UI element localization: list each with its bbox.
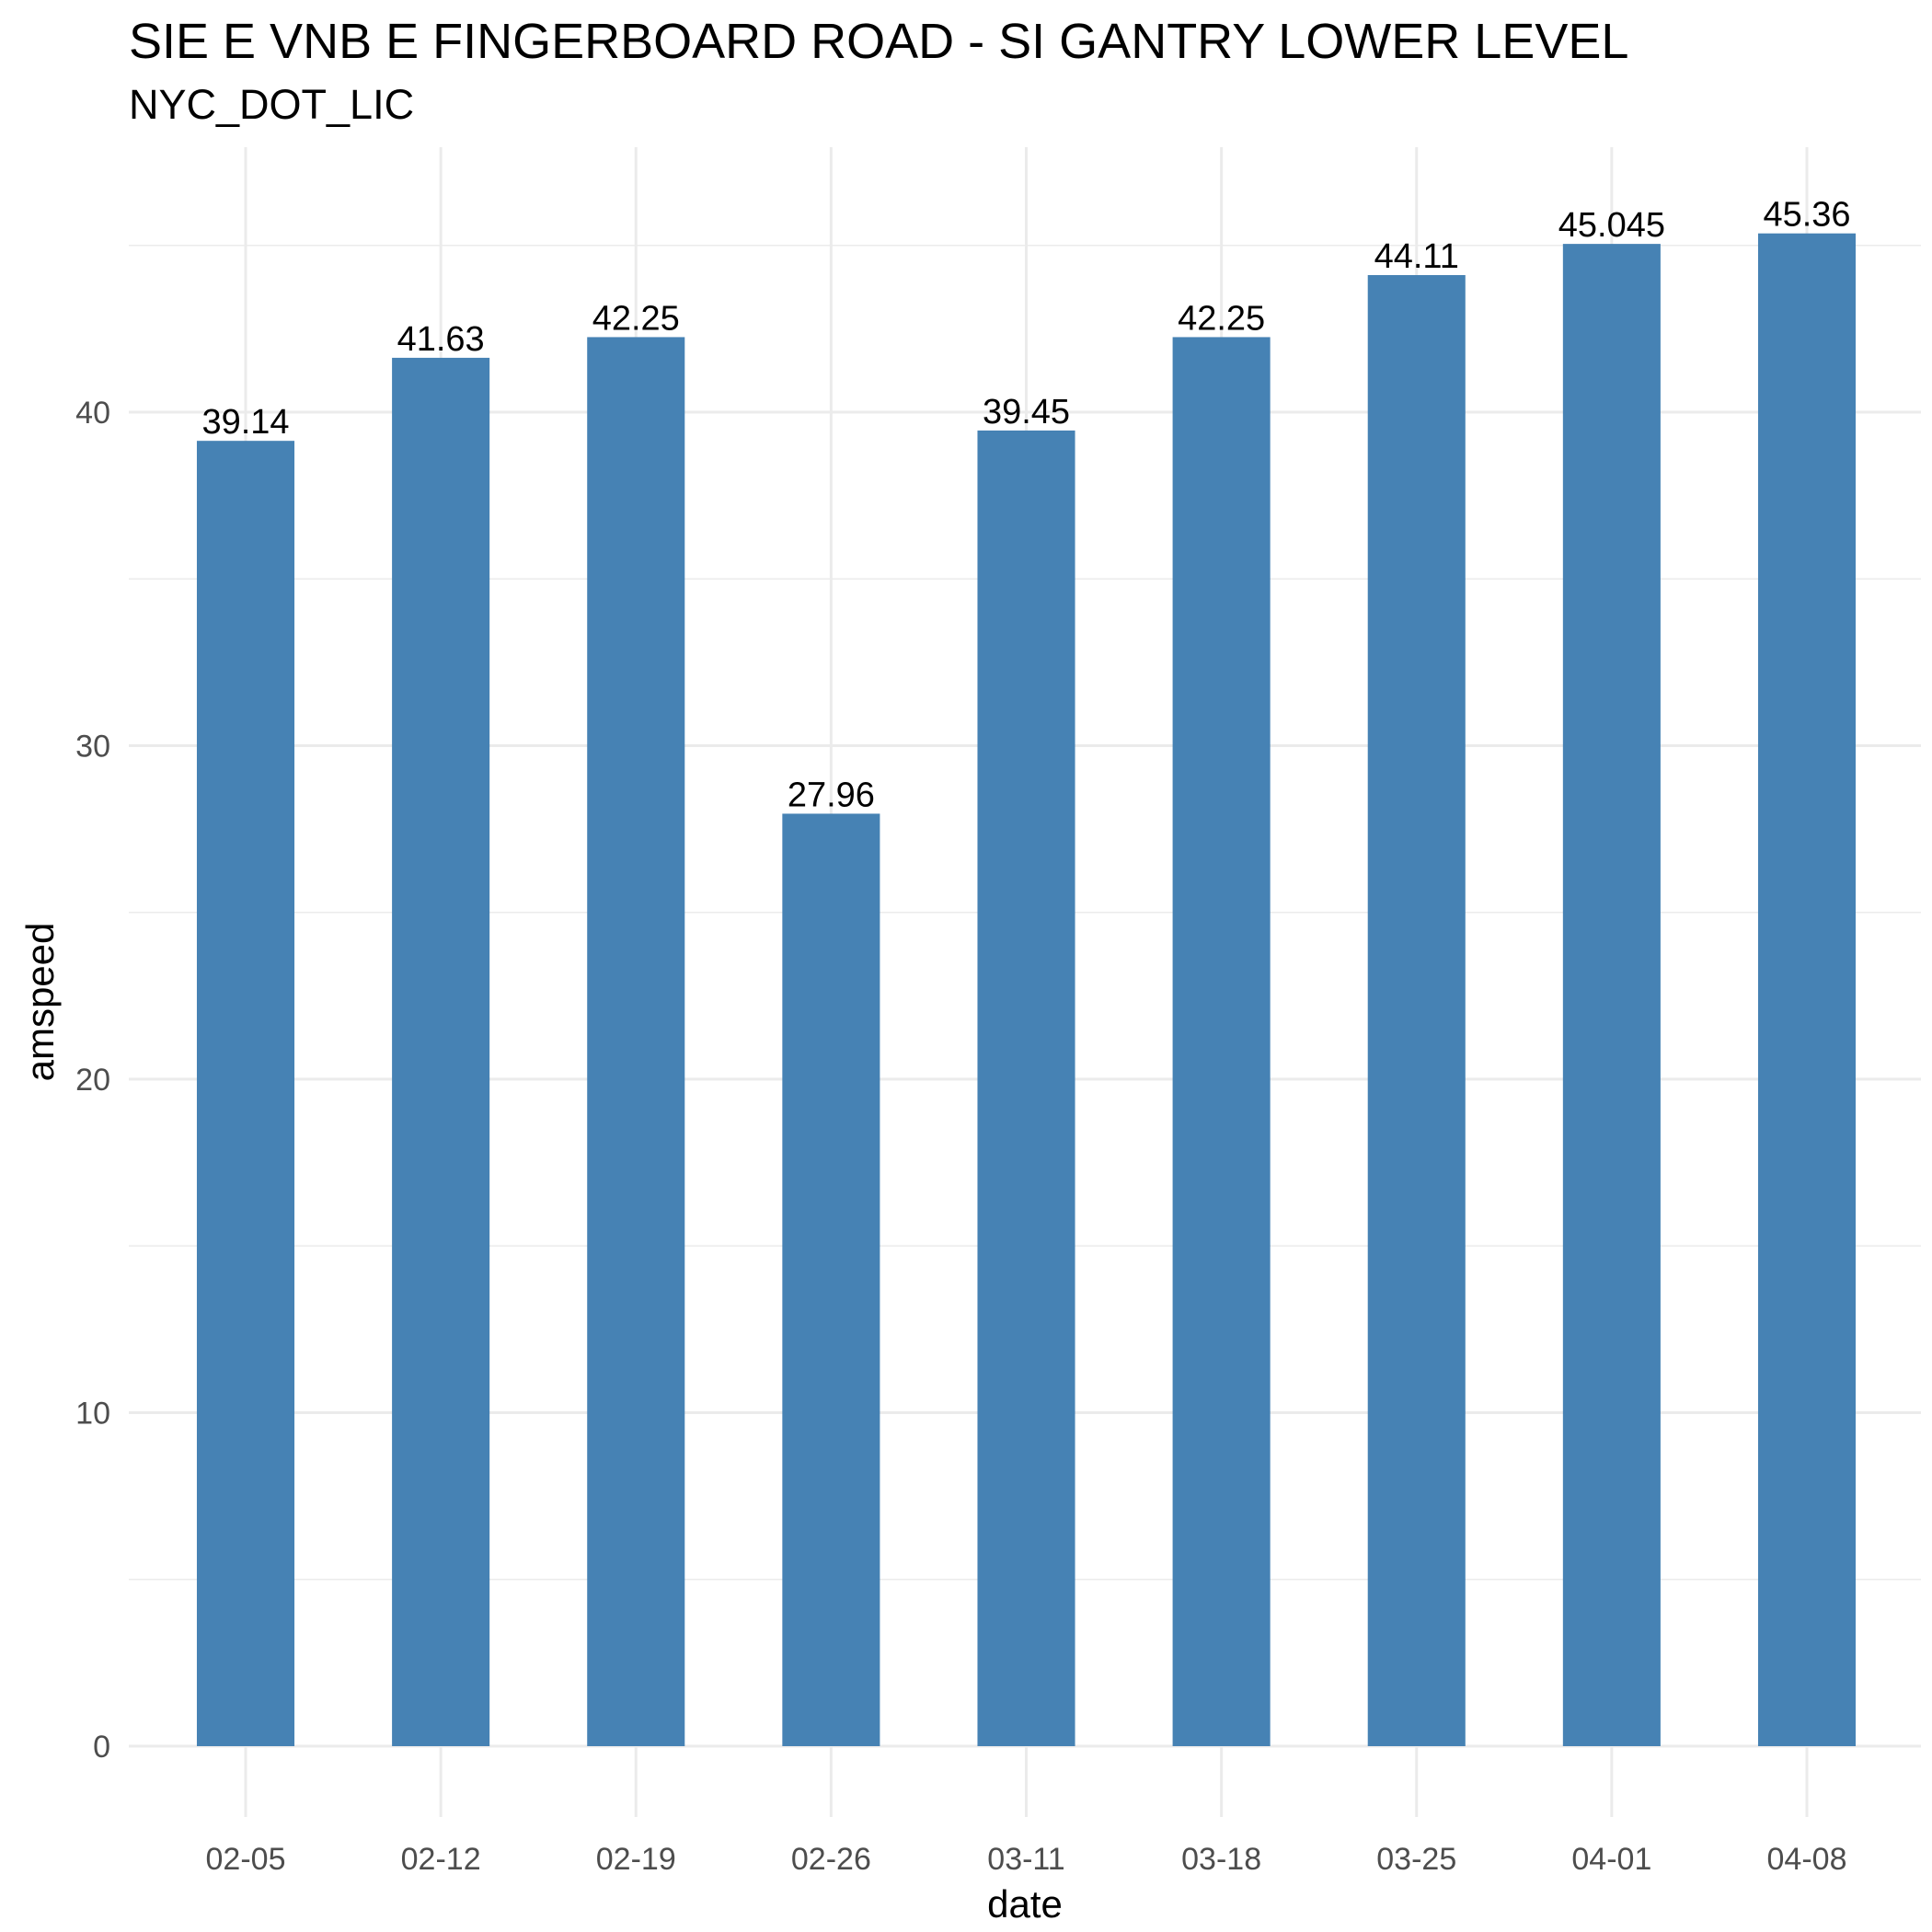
bar-value-label: 42.25 <box>592 299 680 338</box>
x-axis-ticks: 02-05 02-12 02-19 02-26 03-11 03-18 03-25 04-01… <box>206 1842 1847 1877</box>
bar <box>392 357 490 1747</box>
bar-value-label: 27.96 <box>788 776 875 814</box>
chart-title: SIE E VNB E FINGERBOARD ROAD - SI GANTRY… <box>129 14 1629 69</box>
bar-value-label: 45.36 <box>1763 196 1850 235</box>
bar <box>782 813 880 1746</box>
bar-value-label: 42.25 <box>1178 299 1265 338</box>
bar <box>1562 244 1661 1746</box>
bar-value-label: 45.045 <box>1558 206 1665 245</box>
x-tick-label: 04-08 <box>1767 1842 1847 1877</box>
y-tick-label: 40 <box>75 396 110 431</box>
bar-value-label: 39.45 <box>983 393 1070 431</box>
x-tick-label: 04-01 <box>1571 1842 1651 1877</box>
bar <box>1367 275 1466 1747</box>
y-tick-label: 0 <box>93 1730 110 1765</box>
bar <box>1172 337 1271 1746</box>
bar-value-label: 39.14 <box>201 403 289 442</box>
bars <box>196 233 1857 1747</box>
bar <box>977 430 1075 1746</box>
y-tick-label: 20 <box>75 1063 110 1098</box>
x-tick-label: 02-05 <box>206 1842 286 1877</box>
x-tick-label: 02-12 <box>401 1842 481 1877</box>
bar <box>587 337 685 1746</box>
bar-value-label: 41.63 <box>397 320 485 359</box>
y-axis-title: amspeed <box>18 923 62 1082</box>
x-tick-label: 02-26 <box>791 1842 871 1877</box>
y-tick-label: 10 <box>75 1397 110 1432</box>
bar-value-label: 44.11 <box>1374 237 1459 276</box>
y-axis-ticks: 0 10 20 30 40 <box>75 396 110 1765</box>
bar <box>196 441 295 1746</box>
x-tick-label: 03-25 <box>1376 1842 1456 1877</box>
x-tick-label: 03-18 <box>1181 1842 1261 1877</box>
y-tick-label: 30 <box>75 730 110 765</box>
bar-value-labels: 39.14 41.63 42.25 27.96 39.45 42.25 44.11 45.04… <box>201 196 1850 815</box>
x-axis-title: date <box>987 1882 1063 1926</box>
x-tick-label: 03-11 <box>987 1842 1064 1877</box>
bar <box>1757 233 1857 1747</box>
x-tick-label: 02-19 <box>596 1842 676 1877</box>
chart-subtitle: NYC_DOT_LIC <box>129 81 415 128</box>
